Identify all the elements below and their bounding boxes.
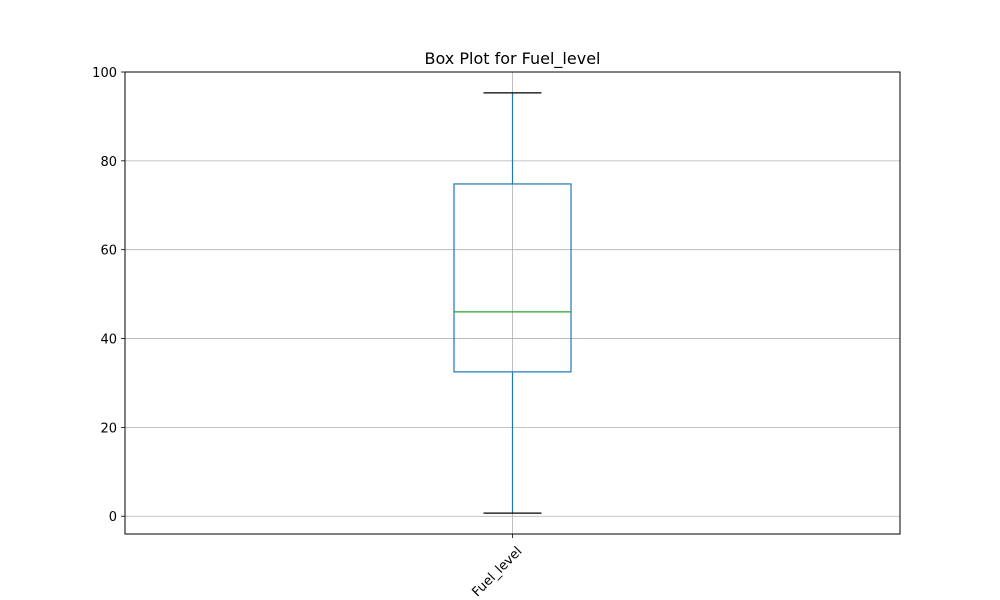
x-axis: Fuel_level [469,534,525,600]
y-tick-label: 40 [100,333,117,348]
chart-title: Box Plot for Fuel_level [425,49,601,69]
box-plot-Fuel_level [453,92,572,514]
plot-frame [124,71,901,535]
iqr-box [453,183,572,373]
y-tick-label: 0 [109,510,117,525]
y-tick-label: 20 [100,421,117,436]
y-tick-label: 60 [100,244,117,259]
x-tick-label: Fuel_level [469,544,525,600]
y-tick-label: 80 [100,155,117,170]
y-axis: 0 20 40 60 80 100 [92,66,125,525]
y-tick-label: 100 [92,66,117,81]
boxes-layer [453,92,572,514]
